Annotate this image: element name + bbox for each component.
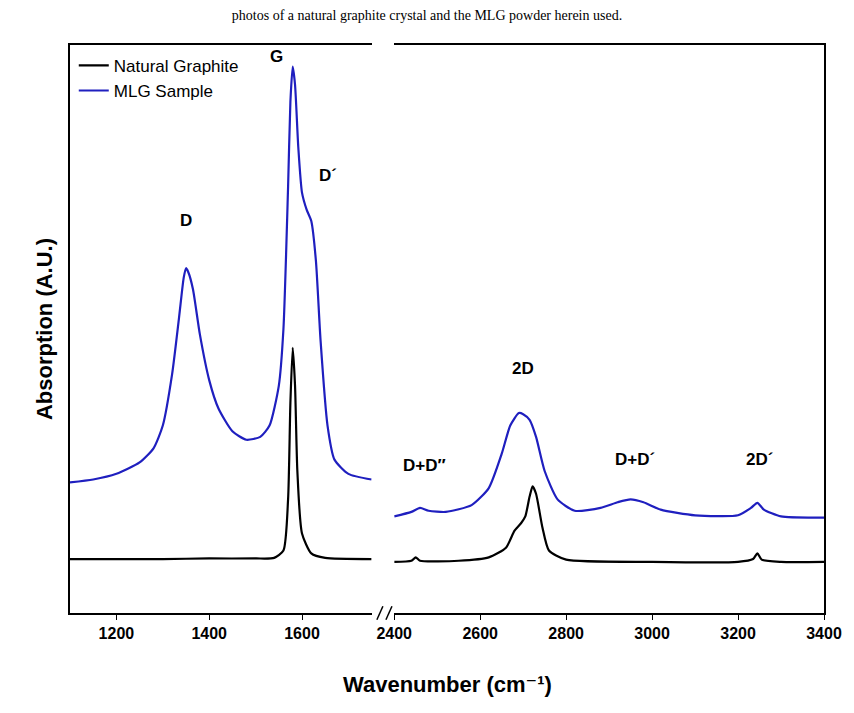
svg-text:Wavenumber (cm⁻¹): Wavenumber (cm⁻¹) [343,672,552,697]
svg-text:2600: 2600 [462,625,498,642]
svg-text:Natural Graphite: Natural Graphite [114,57,239,76]
svg-text:3000: 3000 [634,625,670,642]
svg-text:2D: 2D [512,359,534,378]
svg-text:1600: 1600 [284,625,320,642]
svg-text:D´: D´ [319,166,337,185]
svg-text:D: D [180,211,192,230]
svg-text:3200: 3200 [720,625,756,642]
svg-text:2400: 2400 [376,625,412,642]
svg-text:D+D″: D+D″ [403,456,446,475]
svg-text:G: G [270,47,283,66]
svg-text:Absorption (A.U.): Absorption (A.U.) [32,238,57,420]
svg-text:1200: 1200 [99,625,135,642]
svg-text:2D´: 2D´ [746,450,773,469]
svg-text:3400: 3400 [806,625,842,642]
svg-text:photos of a natural graphite c: photos of a natural graphite crystal and… [232,8,622,23]
svg-text:2800: 2800 [548,625,584,642]
svg-text:1400: 1400 [191,625,227,642]
svg-text:MLG Sample: MLG Sample [114,82,213,101]
svg-text:D+D´: D+D´ [615,450,655,469]
